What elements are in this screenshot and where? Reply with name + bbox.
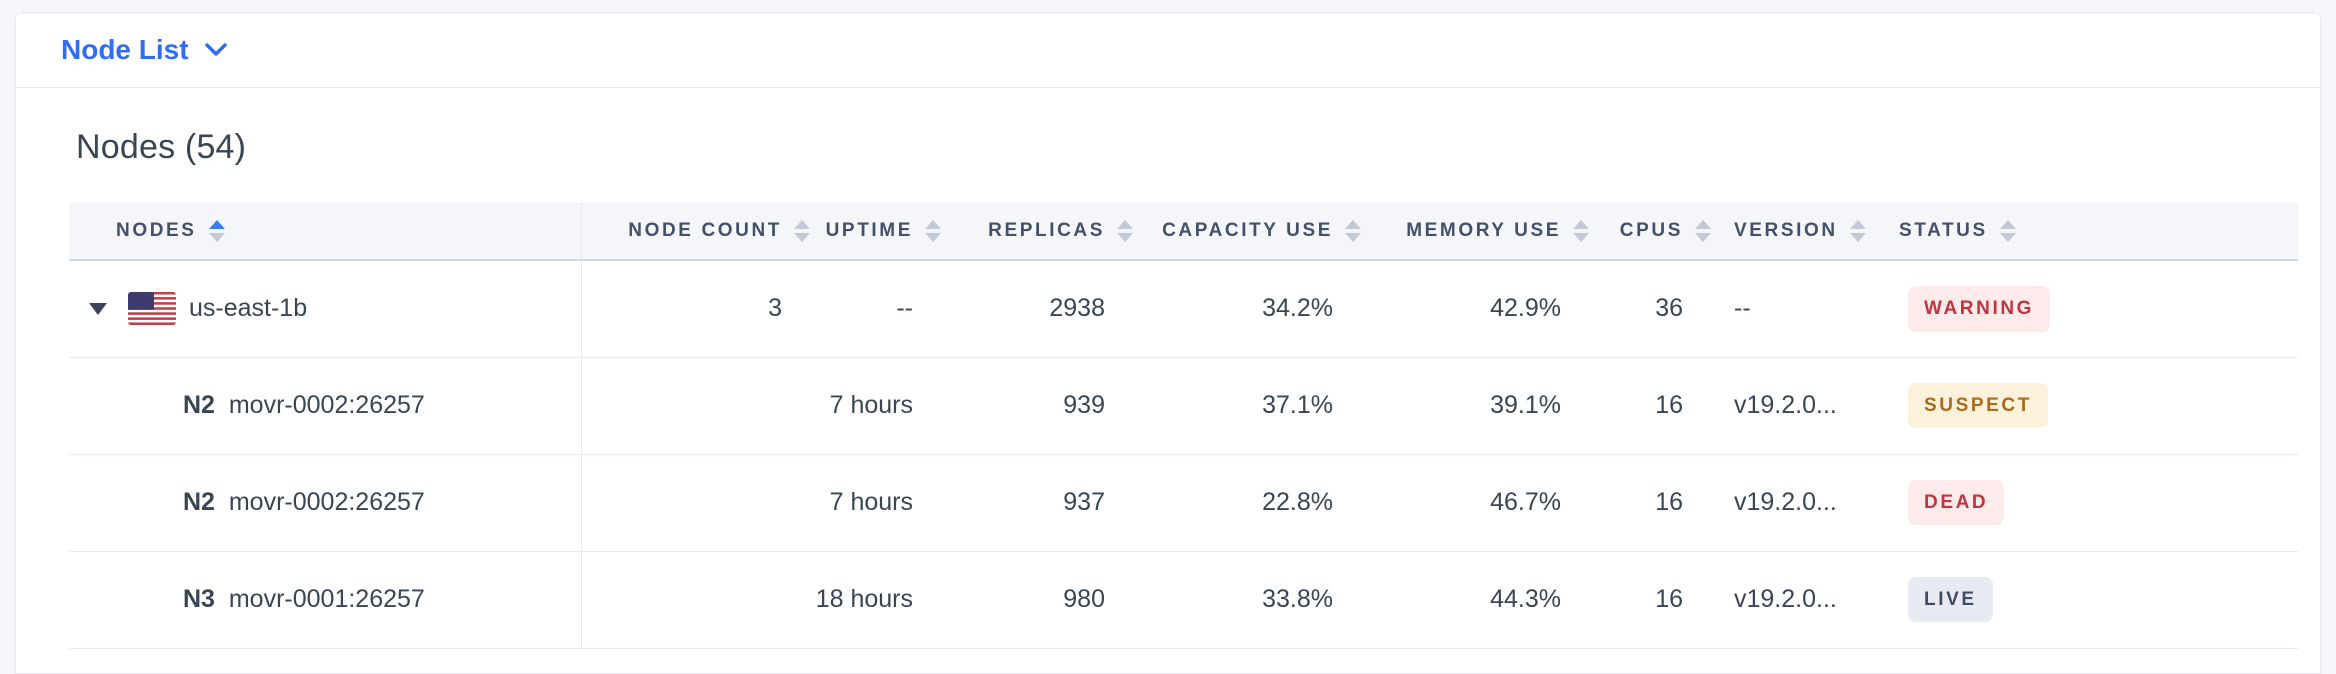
column-header-nodes[interactable]: NODES [69,203,582,261]
column-label: MEMORY USE [1406,220,1561,241]
cell-version: v19.2.0... [1711,454,1884,552]
node-address: movr-0002:26257 [228,488,425,516]
cell-cpus: 16 [1589,454,1711,552]
cell-replicas: 937 [941,454,1133,552]
cell-memory-use: 44.3% [1361,551,1589,649]
cell-version: v19.2.0... [1711,551,1884,649]
status-badge: SUSPECT [1908,382,2048,429]
cell-uptime: 7 hours [810,357,941,455]
sort-icon [1117,220,1133,242]
sort-icon [794,220,810,242]
column-label: REPLICAS [988,220,1105,241]
page-title: Nodes (54) [76,128,247,166]
cell-capacity-use: 34.2% [1133,260,1361,358]
column-label: UPTIME [825,220,913,241]
collapse-caret-icon[interactable] [89,302,107,315]
cell-uptime: 7 hours [810,454,941,552]
column-header-cpus[interactable]: CPUS [1589,203,1711,261]
cell-replicas: 2938 [941,260,1133,358]
status-badge: WARNING [1908,285,2051,332]
node-row[interactable]: N2 movr-0002:26257 7 hours 939 37.1% 39.… [69,357,2298,455]
region-name: us-east-1b [189,294,308,323]
chevron-down-icon [204,43,227,56]
cell-node-count: 3 [581,260,810,358]
column-label: VERSION [1734,220,1838,241]
cell-cpus: 16 [1589,551,1711,649]
column-label: NODES [116,220,197,241]
cell-node-count [581,551,810,649]
cell-version: -- [1711,260,1884,358]
cell-node-count [581,357,810,455]
node-address: movr-0001:26257 [228,585,425,613]
nodes-table: NODES NODE COUNT UPTIME [69,203,2320,649]
cell-memory-use: 42.9% [1361,260,1589,358]
node-list-card: Node List Nodes (54) NOD [15,12,2321,674]
sort-icon [925,220,941,242]
column-header-replicas[interactable]: REPLICAS [941,203,1133,261]
cell-replicas: 939 [941,357,1133,455]
cell-replicas: 980 [941,551,1133,649]
cell-cpus: 16 [1589,357,1711,455]
cell-capacity-use: 37.1% [1133,357,1361,455]
cell-cpus: 36 [1589,260,1711,358]
column-header-capacity-use[interactable]: CAPACITY USE [1133,203,1361,261]
cell-capacity-use: 33.8% [1133,551,1361,649]
column-label: STATUS [1899,220,1988,241]
column-header-version[interactable]: VERSION [1711,203,1884,261]
column-label: CAPACITY USE [1162,220,1333,241]
node-id: N2 [183,391,222,419]
sort-icon [1999,220,2016,242]
region-row[interactable]: us-east-1b 3 -- 2938 34.2% 42.9% 36 -- W… [69,260,2298,358]
sort-icon [208,220,225,242]
node-address: movr-0002:26257 [228,391,425,419]
cell-memory-use: 46.7% [1361,454,1589,552]
node-row[interactable]: N2 movr-0002:26257 7 hours 937 22.8% 46.… [69,454,2298,552]
column-header-memory-use[interactable]: MEMORY USE [1361,203,1589,261]
sort-icon [1849,220,1866,242]
column-label: CPUS [1619,220,1683,241]
sort-icon [1345,220,1361,242]
table-header-row: NODES NODE COUNT UPTIME [69,203,2298,261]
column-header-node-count[interactable]: NODE COUNT [581,203,810,261]
cell-memory-use: 39.1% [1361,357,1589,455]
node-id: N3 [183,585,222,613]
cell-capacity-use: 22.8% [1133,454,1361,552]
sort-icon [1695,220,1711,242]
column-header-status[interactable]: STATUS [1884,203,2298,261]
cell-node-count [581,454,810,552]
cell-uptime: 18 hours [810,551,941,649]
status-badge: DEAD [1908,479,2005,526]
status-badge: LIVE [1908,576,1993,623]
column-header-uptime[interactable]: UPTIME [810,203,941,261]
cell-uptime: -- [810,260,941,358]
node-row[interactable]: N3 movr-0001:26257 18 hours 980 33.8% 44… [69,551,2298,649]
cell-version: v19.2.0... [1711,357,1884,455]
us-flag-icon [128,292,176,326]
topbar: Node List [16,13,2320,88]
column-label: NODE COUNT [628,220,782,241]
view-selector-dropdown[interactable]: Node List [61,34,227,66]
node-id: N2 [183,488,222,516]
view-selector-label: Node List [61,34,189,65]
sort-icon [1573,220,1589,242]
